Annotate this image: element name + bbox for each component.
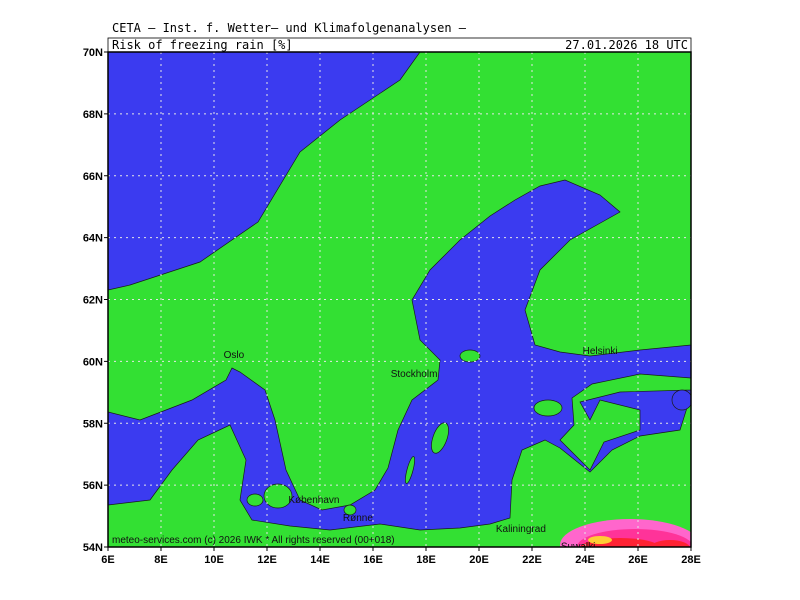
tick-labels: 6E 8E 10E 12E 14E 16E 18E 20E 22E 24E 26E 28E 54N 56N… — [83, 47, 701, 566]
city-label: Oslo — [224, 350, 245, 361]
y-tick-label: 54N — [83, 542, 103, 554]
risk-edge — [588, 536, 612, 544]
city-label: Suwalki — [561, 541, 595, 552]
y-tick-label: 56N — [83, 480, 103, 492]
variable-title: Risk_of_freezing_rain_[%] — [112, 38, 293, 52]
x-tick-label: 8E — [154, 554, 167, 566]
city-label: Rønne — [343, 513, 373, 524]
freezing-rain-field — [560, 519, 691, 547]
x-tick-label: 22E — [522, 554, 542, 566]
x-tick-label: 12E — [257, 554, 277, 566]
y-tick-label: 58N — [83, 418, 103, 430]
scandinavia-finland — [108, 52, 691, 511]
x-tick-label: 28E — [681, 554, 701, 566]
x-tick-label: 10E — [204, 554, 224, 566]
cities: Oslo Stockholm Helsinki København Rønne Kalin… — [224, 346, 618, 552]
x-tick-label: 14E — [310, 554, 330, 566]
x-tick-label: 6E — [101, 554, 114, 566]
x-tick-label: 26E — [628, 554, 648, 566]
city-label: Helsinki — [583, 346, 618, 357]
city-label: Stockholm — [391, 369, 438, 380]
aland — [459, 349, 481, 363]
valid-time: 27.01.2026 18 UTC — [565, 38, 688, 52]
bornholm — [343, 504, 357, 516]
x-tick-label: 16E — [363, 554, 383, 566]
y-tick-label: 62N — [83, 295, 103, 307]
oland — [405, 456, 415, 484]
grid — [108, 52, 691, 547]
y-tick-label: 66N — [83, 171, 103, 183]
map-area: Oslo Stockholm Helsinki København Rønne Kalin… — [108, 52, 691, 552]
city-label: København — [288, 495, 339, 506]
y-tick-label: 64N — [83, 233, 103, 245]
y-tick-label: 60N — [83, 356, 103, 368]
city-label: Kaliningrad — [496, 524, 546, 535]
lake-peipus — [671, 389, 691, 411]
x-tick-label: 24E — [575, 554, 595, 566]
risk-high — [650, 540, 690, 547]
y-tick-label: 70N — [83, 47, 103, 59]
institute-header: CETA – Inst. f. Wetter– und Klimafolgena… — [112, 21, 467, 35]
y-tick-label: 68N — [83, 109, 103, 121]
continent — [108, 373, 691, 547]
funen — [246, 493, 264, 507]
saaremaa — [533, 399, 563, 417]
x-tick-label: 18E — [416, 554, 436, 566]
footer: meteo-services.com (c) 2026 IWK * All ri… — [112, 535, 395, 546]
zealand — [263, 483, 293, 509]
x-tick-label: 20E — [469, 554, 489, 566]
